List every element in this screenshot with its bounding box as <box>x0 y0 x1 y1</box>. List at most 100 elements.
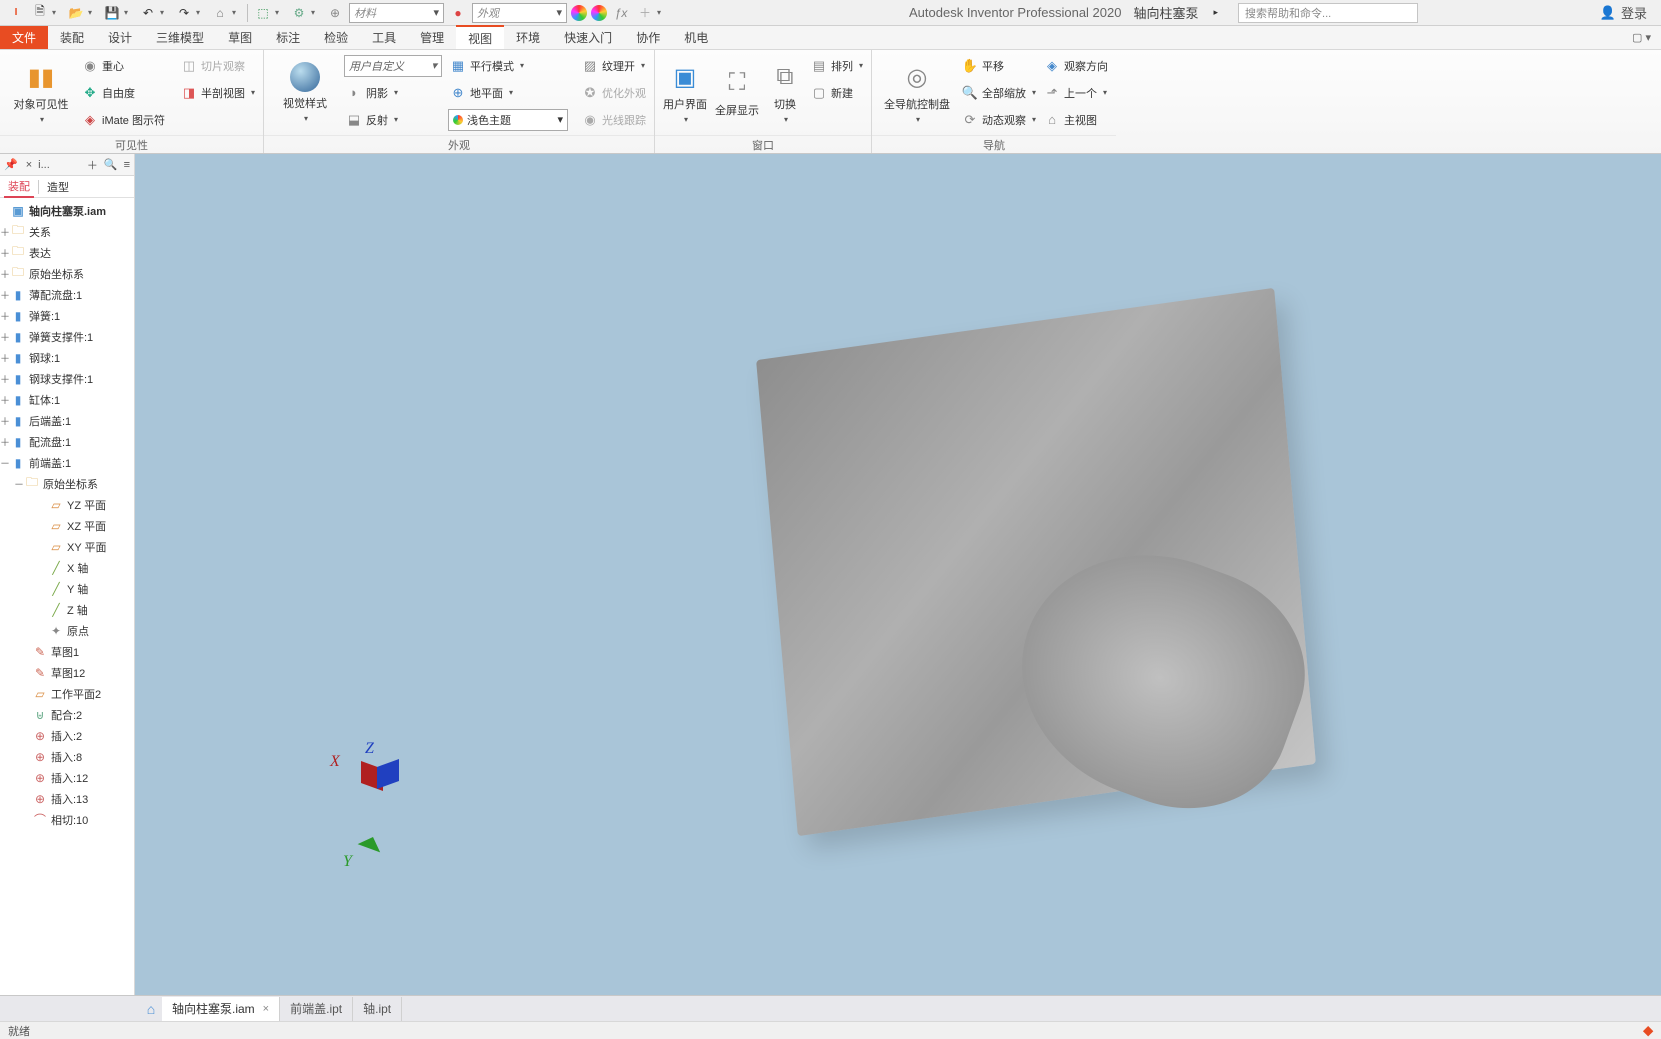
half-section-button[interactable]: ◨半剖视图▾ <box>179 81 257 105</box>
appearance-combo[interactable]: 外观▾ <box>472 3 567 23</box>
dropdown-icon[interactable]: ▸ <box>1213 7 1218 18</box>
slice-graphics-button[interactable]: ◫切片观察 <box>179 54 257 78</box>
doc-tab-home-icon[interactable]: ⌂ <box>140 1001 162 1017</box>
arrange-button[interactable]: ▤排列▾ <box>809 54 865 78</box>
tree-item[interactable]: ＋▮缸体:1 <box>0 389 134 410</box>
filter-icon[interactable]: ⚙ <box>289 3 309 23</box>
tree-item[interactable]: ＋▮后端盖:1 <box>0 410 134 431</box>
ui-button[interactable]: ▣用户界面▾ <box>661 52 709 133</box>
redo-icon[interactable]: ↷ <box>174 3 194 23</box>
tree-item[interactable]: －▮前端盖:1 <box>0 452 134 473</box>
appearance-sphere1-icon[interactable] <box>571 5 587 21</box>
ground-plane-button[interactable]: ⊕地平面▾ <box>448 81 576 105</box>
visual-style-button[interactable]: 视觉样式 ▾ <box>270 52 340 133</box>
tab-view[interactable]: 视图 <box>456 25 504 49</box>
tab-manage[interactable]: 管理 <box>408 26 456 49</box>
new-window-button[interactable]: ▢新建 <box>809 81 865 105</box>
pan-button[interactable]: ✋平移 <box>960 54 1038 78</box>
material-sphere-icon[interactable]: ● <box>448 3 468 23</box>
select-icon[interactable]: ⬚ <box>253 3 273 23</box>
tree-item[interactable]: ＋▮弹簧支撑件:1 <box>0 326 134 347</box>
globe-icon[interactable]: ⊕ <box>325 3 345 23</box>
tree-item[interactable]: ＋▮薄配流盘:1 <box>0 284 134 305</box>
tree-item[interactable]: ＋▮弹簧:1 <box>0 305 134 326</box>
switch-button[interactable]: ⧉切换▾ <box>765 52 805 133</box>
tree-item[interactable]: ＋🗀表达 <box>0 242 134 263</box>
tree-root[interactable]: ·▣轴向柱塞泵.iam <box>0 200 134 221</box>
tree-item[interactable]: ·✎草图12 <box>0 662 134 683</box>
theme-combo[interactable]: 浅色主题▾ <box>448 109 568 131</box>
tree-item[interactable]: －🗀原始坐标系 <box>0 473 134 494</box>
tab-getstarted[interactable]: 快速入门 <box>552 26 624 49</box>
doc-tab[interactable]: 前端盖.ipt <box>280 997 353 1021</box>
tree-item[interactable]: ·▱XZ 平面 <box>0 515 134 536</box>
texture-on-button[interactable]: ▨纹理开▾ <box>580 54 648 78</box>
tree-item[interactable]: ·⊕插入:13 <box>0 788 134 809</box>
close-tab-icon[interactable]: × <box>263 1003 269 1015</box>
tree-item[interactable]: ·⊕插入:12 <box>0 767 134 788</box>
zoom-all-button[interactable]: 🔍全部缩放▾ <box>960 81 1038 105</box>
visual-style-combo[interactable]: 用户自定义▾ <box>344 55 442 77</box>
home-view-button[interactable]: ⌂主视图 <box>1042 108 1110 132</box>
plus-icon[interactable]: ＋ <box>635 3 655 23</box>
tab-design[interactable]: 设计 <box>96 26 144 49</box>
previous-view-button[interactable]: ⬏上一个▾ <box>1042 81 1110 105</box>
fx-icon[interactable]: ƒx <box>611 3 631 23</box>
doc-tab-active[interactable]: 轴向柱塞泵.iam× <box>162 997 280 1021</box>
save-icon[interactable]: 💾 <box>102 3 122 23</box>
tree-item[interactable]: ·⌒相切:10 <box>0 809 134 830</box>
tree-item[interactable]: ·▱YZ 平面 <box>0 494 134 515</box>
tree-item[interactable]: ·⊎配合:2 <box>0 704 134 725</box>
tree-item[interactable]: ·╱Z 轴 <box>0 599 134 620</box>
open-icon[interactable]: 📂 <box>66 3 86 23</box>
tree-item[interactable]: ＋🗀关系 <box>0 221 134 242</box>
dof-button[interactable]: ✥自由度 <box>80 81 167 105</box>
home-icon[interactable]: ⌂ <box>210 3 230 23</box>
ray-tracing-button[interactable]: ◉光线跟踪 <box>580 108 648 132</box>
browser-tab-assembly[interactable]: 装配 <box>4 176 34 198</box>
tree-item[interactable]: ·⊕插入:8 <box>0 746 134 767</box>
fullscreen-button[interactable]: ⛶全屏显示 <box>713 52 761 133</box>
center-of-gravity-button[interactable]: ◉重心 <box>80 54 167 78</box>
tree-item[interactable]: ·⊕插入:2 <box>0 725 134 746</box>
status-end-icon[interactable]: ⬥ <box>1643 1022 1653 1039</box>
add-panel-icon[interactable]: ＋ <box>87 157 98 173</box>
pin-icon[interactable]: 📌 <box>4 158 18 171</box>
tree-item[interactable]: ·✎草图1 <box>0 641 134 662</box>
tree-item[interactable]: ·╱X 轴 <box>0 557 134 578</box>
tree-item[interactable]: ＋🗀原始坐标系 <box>0 263 134 284</box>
reflection-button[interactable]: ⬓反射▾ <box>344 108 444 132</box>
shadow-button[interactable]: ◗阴影▾ <box>344 81 444 105</box>
appearance-sphere2-icon[interactable] <box>591 5 607 21</box>
tree-item[interactable]: ＋▮配流盘:1 <box>0 431 134 452</box>
tree-item[interactable]: ·▱XY 平面 <box>0 536 134 557</box>
close-panel-icon[interactable]: × <box>26 159 32 171</box>
help-search-input[interactable]: 搜索帮助和命令... <box>1238 3 1418 23</box>
tab-collaborate[interactable]: 协作 <box>624 26 672 49</box>
look-at-button[interactable]: ◈观察方向 <box>1042 54 1110 78</box>
doc-tab[interactable]: 轴.ipt <box>353 997 402 1021</box>
tree-item[interactable]: ＋▮钢球:1 <box>0 347 134 368</box>
app-icon[interactable]: I <box>6 3 26 23</box>
tab-annotate[interactable]: 标注 <box>264 26 312 49</box>
model-tree[interactable]: ·▣轴向柱塞泵.iam ＋🗀关系 ＋🗀表达 ＋🗀原始坐标系 ＋▮薄配流盘:1 ＋… <box>0 198 134 995</box>
tab-tools[interactable]: 工具 <box>360 26 408 49</box>
steering-wheel-button[interactable]: ◎全导航控制盘▾ <box>878 52 956 133</box>
object-visibility-button[interactable]: ▮▮ 对象可见性 ▾ <box>6 52 76 133</box>
browser-tab-modeling[interactable]: 造型 <box>43 177 73 197</box>
coordinate-triad[interactable]: X Z Y <box>335 745 415 865</box>
menu-panel-icon[interactable]: ≡ <box>124 159 130 171</box>
undo-icon[interactable]: ↶ <box>138 3 158 23</box>
search-panel-icon[interactable]: 🔍 <box>104 158 118 171</box>
tab-sketch[interactable]: 草图 <box>216 26 264 49</box>
tree-item[interactable]: ·▱工作平面2 <box>0 683 134 704</box>
tree-item[interactable]: ＋▮钢球支撑件:1 <box>0 368 134 389</box>
tree-item[interactable]: ·╱Y 轴 <box>0 578 134 599</box>
collapse-ribbon-icon[interactable]: ▢ ▾ <box>1632 31 1651 44</box>
optimize-appearance-button[interactable]: ✪优化外观 <box>580 81 648 105</box>
login-button[interactable]: 👤登录 <box>1600 3 1647 22</box>
imate-glyphs-button[interactable]: ◈iMate 图示符 <box>80 108 167 132</box>
material-combo[interactable]: 材料▾ <box>349 3 444 23</box>
orbit-button[interactable]: ⟳动态观察▾ <box>960 108 1038 132</box>
tab-file[interactable]: 文件 <box>0 26 48 49</box>
